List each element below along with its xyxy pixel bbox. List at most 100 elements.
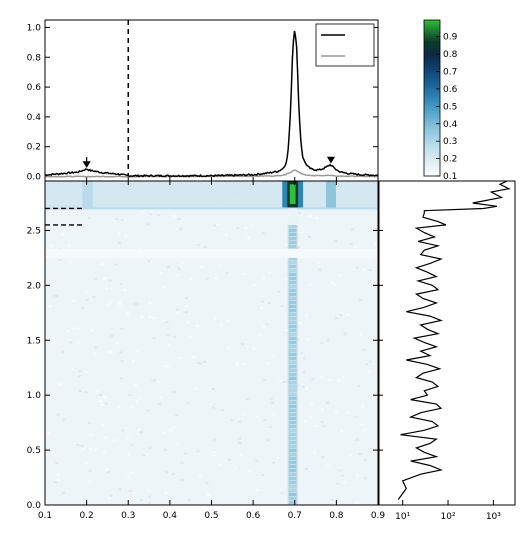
heatmap-pixel (191, 356, 195, 359)
time-tick-label: 1.5 (27, 336, 41, 346)
heatmap-pixel (140, 210, 144, 213)
heatmap-pixel (296, 246, 300, 249)
heatmap-pixel (72, 299, 76, 302)
q-mode-pulse-pixel (288, 356, 297, 360)
heatmap-pixel (261, 474, 265, 476)
heatmap-pixel (184, 311, 188, 314)
heatmap-pixel (263, 378, 267, 381)
heatmap-pixel (230, 418, 234, 421)
q-mode-pulse-pixel (288, 308, 297, 312)
q-mode-pulse-pixel (288, 364, 297, 368)
time-tick-label: 2.0 (27, 281, 42, 291)
q-mode-pulse-pixel (288, 336, 297, 340)
heatmap-pixel (180, 478, 184, 481)
heatmap-pixel (72, 327, 76, 330)
sn-tick-label: 10³ (486, 512, 501, 522)
heatmap-pixel (128, 394, 132, 396)
q-mode-pulse-pixel (288, 400, 297, 404)
heatmap-pixel (243, 413, 247, 416)
heatmap-pixel (176, 308, 180, 311)
q-mode-pulse-pixel (288, 340, 297, 344)
phase-tick-label: 0.7 (288, 511, 302, 521)
q-mode-pulse-pixel (288, 352, 297, 356)
heatmap-pixel (307, 338, 310, 341)
q-mode-pulse-pixel (288, 460, 297, 464)
phase-tick-label: 0.2 (79, 511, 93, 521)
heatmap-pixel (74, 230, 78, 233)
q-mode-pulse-pixel (288, 416, 297, 420)
q-mode-pulse-pixel (288, 488, 297, 492)
heatmap-pixel (163, 448, 167, 451)
q-mode-pulse-pixel (288, 284, 297, 288)
heatmap-pixel (171, 473, 175, 476)
heatmap-pixel (84, 370, 88, 373)
heatmap-pixel (77, 341, 81, 344)
heatmap-pixel (283, 278, 287, 281)
heatmap-pixel (88, 480, 92, 483)
q-mode-pulse-pixel (288, 328, 297, 332)
heatmap-pixel (247, 236, 250, 239)
heatmap-pixel (149, 261, 153, 263)
heatmap-pixel (119, 351, 123, 354)
flux-tick-label: 0.0 (27, 173, 42, 183)
colorbar-tick-label: 0.7 (443, 68, 457, 78)
heatmap-pixel (158, 403, 161, 406)
heatmap-pixel (69, 341, 73, 344)
heatmap-pixel (173, 215, 177, 218)
heatmap-pixel (285, 243, 289, 246)
heatmap-pixel (157, 214, 161, 217)
colorbar-tick-label: 0.4 (443, 120, 458, 130)
heatmap-pixel (225, 233, 228, 236)
heatmap-pixel (267, 302, 271, 305)
heatmap-pixel (326, 401, 330, 404)
heatmap-pixel (218, 464, 222, 467)
heatmap-pixel (209, 403, 213, 406)
heatmap-pixel (148, 501, 151, 504)
heatmap-pixel (150, 211, 154, 213)
heatmap-pixel (375, 211, 378, 214)
q-mode-pulse-pixel (288, 320, 297, 324)
heatmap-pixel (157, 381, 161, 384)
heatmap-pixel (236, 363, 240, 366)
heatmap-pixel (374, 243, 378, 246)
heatmap-pixel (146, 223, 150, 226)
heatmap-pixel (308, 283, 312, 286)
heatmap-pixel (53, 481, 57, 484)
heatmap-pixel (45, 210, 49, 213)
q-mode-pulse-pixel (288, 408, 297, 412)
pc-arrow (326, 156, 336, 164)
heatmap-pixel (235, 466, 239, 469)
heatmap-pixel (93, 352, 97, 355)
heatmap-pixel (54, 294, 58, 297)
heatmap-pixel (241, 363, 245, 365)
heatmap-pixel (361, 405, 365, 408)
heatmap-pixel (272, 354, 276, 357)
heatmap-pixel (138, 428, 142, 431)
q-mode-pulse-pixel (288, 448, 297, 452)
heatmap-pixel (331, 281, 334, 284)
heatmap-pixel (211, 388, 215, 391)
heatmap-pixel (318, 268, 322, 271)
heatmap-pixel (321, 456, 325, 459)
q-mode-pulse-pixel (288, 324, 297, 328)
heatmap-pixel (343, 332, 347, 335)
heatmap-pixel (280, 304, 284, 307)
heatmap-pixel (131, 360, 135, 362)
heatmap-pixel (108, 301, 112, 304)
heatmap-pixel (357, 385, 361, 388)
q-mode-pulse-pixel (288, 484, 297, 488)
q-mode-pulse-pixel (288, 432, 297, 436)
heatmap-pixel (175, 414, 179, 417)
heatmap-pixel (118, 302, 122, 305)
heatmap-pixel (130, 472, 134, 475)
heatmap-pixel (212, 454, 216, 457)
heatmap-pixel (103, 396, 107, 399)
heatmap-pixel (205, 277, 209, 280)
heatmap-pixel (300, 352, 303, 355)
q-mode-pulse-pixel (288, 476, 297, 480)
heatmap-pixel (118, 488, 121, 491)
heatmap-pixel (78, 370, 82, 373)
colorbar-tick-label: 0.1 (443, 172, 457, 182)
heatmap-pixel (355, 474, 359, 477)
heatmap-pixel (337, 274, 341, 277)
